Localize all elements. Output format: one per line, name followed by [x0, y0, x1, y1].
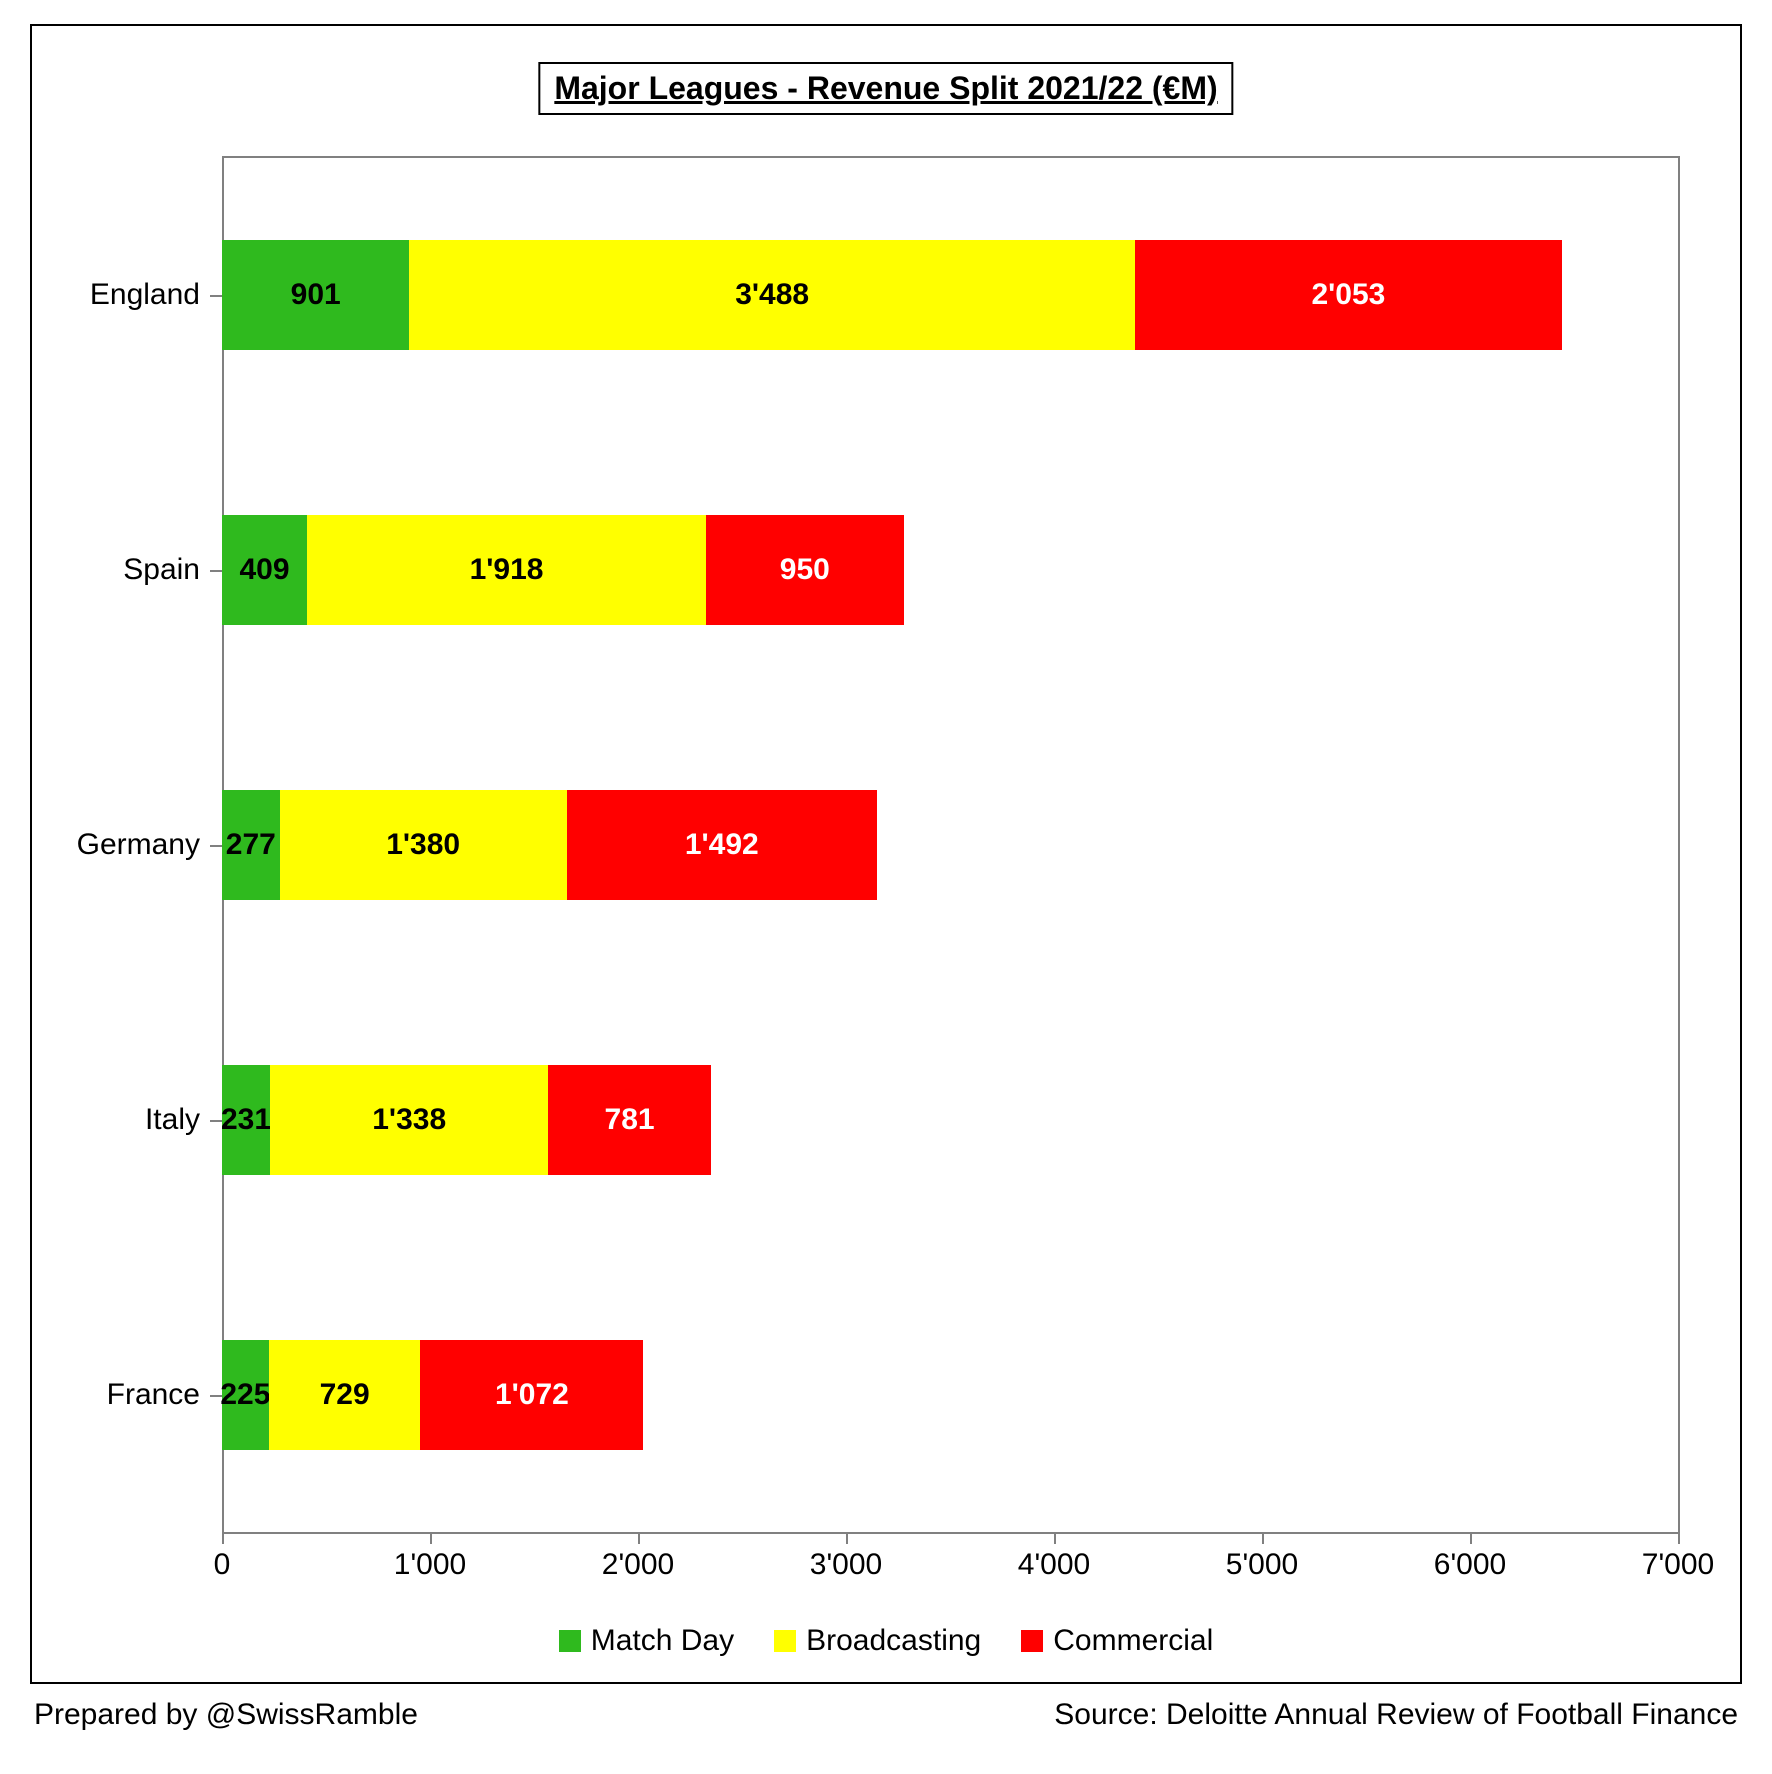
legend-swatch [559, 1630, 581, 1652]
legend-label: Commercial [1053, 1624, 1213, 1658]
bar-segment: 225 [222, 1340, 269, 1450]
bar-segment: 2'053 [1135, 240, 1562, 350]
footer-left: Prepared by @SwissRamble [34, 1698, 418, 1732]
footer: Prepared by @SwissRamble Source: Deloitt… [30, 1684, 1742, 1732]
bar-segment: 1'072 [420, 1340, 643, 1450]
y-tick-label: Germany [77, 828, 222, 862]
bar-segment: 409 [222, 515, 307, 625]
x-tick-label: 1'000 [394, 1532, 466, 1582]
y-tick-label: Spain [123, 553, 222, 587]
bar-segment: 1'492 [567, 790, 877, 900]
bar-segment: 1'338 [270, 1065, 548, 1175]
bar-segment: 950 [706, 515, 904, 625]
y-tick-label: Italy [145, 1103, 222, 1137]
x-tick-label: 6'000 [1434, 1532, 1506, 1582]
bar-row: 2257291'072 [222, 1340, 643, 1450]
x-tick-label: 5'000 [1226, 1532, 1298, 1582]
footer-right: Source: Deloitte Annual Review of Footba… [1054, 1698, 1738, 1732]
legend-label: Broadcasting [806, 1624, 981, 1658]
chart-title: Major Leagues - Revenue Split 2021/22 (€… [538, 62, 1233, 115]
x-tick-label: 2'000 [602, 1532, 674, 1582]
chart-container: Major Leagues - Revenue Split 2021/22 (€… [0, 0, 1772, 1774]
bar-row: 2311'338781 [222, 1065, 711, 1175]
legend-item: Match Day [559, 1624, 734, 1658]
bar-segment: 729 [269, 1340, 421, 1450]
x-tick-label: 7'000 [1642, 1532, 1714, 1582]
legend-swatch [774, 1630, 796, 1652]
bar-row: 9013'4882'053 [222, 240, 1562, 350]
bar-segment: 1'918 [307, 515, 706, 625]
y-tick-label: England [90, 278, 222, 312]
bar-row: 4091'918950 [222, 515, 904, 625]
x-tick-label: 3'000 [810, 1532, 882, 1582]
bar-segment: 231 [222, 1065, 270, 1175]
bar-segment: 277 [222, 790, 280, 900]
legend-swatch [1021, 1630, 1043, 1652]
x-tick-label: 4'000 [1018, 1532, 1090, 1582]
bar-segment: 901 [222, 240, 409, 350]
bar-row: 2771'3801'492 [222, 790, 877, 900]
legend-item: Broadcasting [774, 1624, 981, 1658]
bar-segment: 1'380 [280, 790, 567, 900]
plot-area: 01'0002'0003'0004'0005'0006'0007'000Engl… [222, 156, 1680, 1534]
bar-segment: 3'488 [409, 240, 1135, 350]
y-tick-label: France [107, 1378, 222, 1412]
chart-frame: Major Leagues - Revenue Split 2021/22 (€… [30, 24, 1742, 1684]
legend-label: Match Day [591, 1624, 734, 1658]
legend: Match Day Broadcasting Commercial [32, 1624, 1740, 1658]
legend-item: Commercial [1021, 1624, 1213, 1658]
x-tick-label: 0 [214, 1532, 231, 1582]
bar-segment: 781 [548, 1065, 710, 1175]
